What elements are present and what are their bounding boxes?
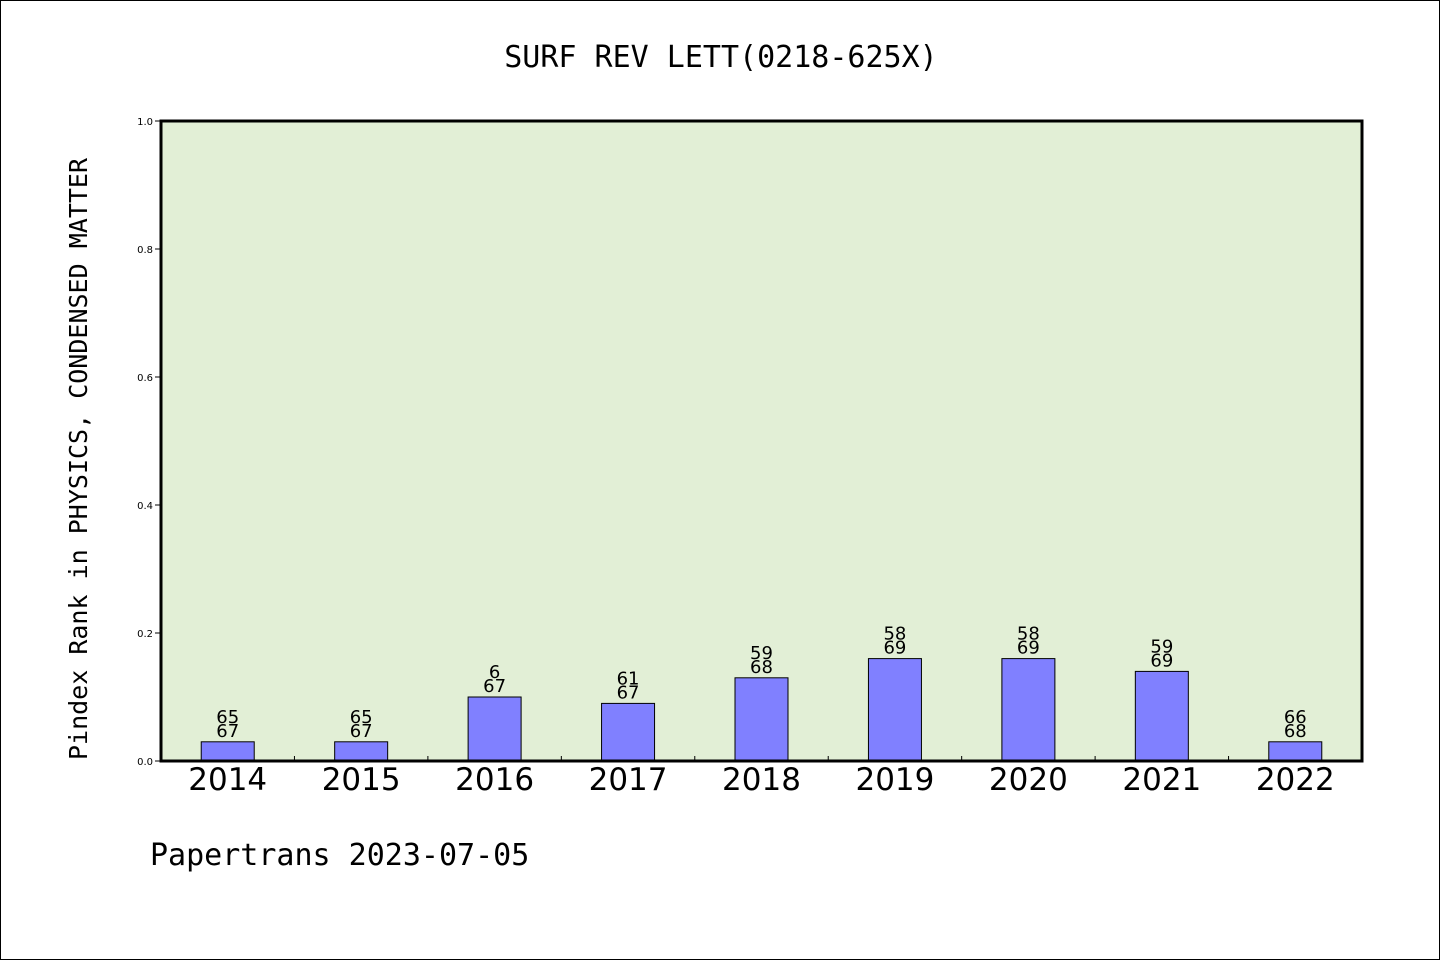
y-tick-label: 0.0 (137, 757, 153, 768)
bar-total-label: 68 (750, 657, 773, 678)
x-tick-label: 2020 (989, 762, 1068, 798)
y-tick-label: 0.6 (137, 373, 153, 384)
x-tick-label: 2021 (1122, 762, 1201, 798)
chart-title: SURF REV LETT(0218-625X) (504, 40, 937, 75)
y-tick-label: 0.4 (137, 501, 153, 512)
bar (200, 741, 255, 762)
bar (1268, 741, 1323, 762)
x-tick-label: 2018 (722, 762, 801, 798)
x-tick-label: 2022 (1256, 762, 1335, 798)
bar-rank-label: 65 (216, 707, 239, 728)
bar-total-label: 67 (216, 721, 239, 742)
bar-rank-label: 58 (883, 624, 906, 645)
y-axis: 0.0 0.2 0.4 0.6 0.8 1.0 (137, 117, 161, 768)
y-tick-label: 1.0 (137, 117, 153, 128)
bar (334, 741, 389, 762)
bar-total-label: 67 (350, 721, 373, 742)
bar-rank-label: 59 (750, 643, 773, 664)
bar-total-label: 69 (883, 638, 906, 659)
x-tick-label: 2015 (322, 762, 401, 798)
bars-group (200, 658, 1323, 762)
bar-rank-label: 66 (1284, 707, 1307, 728)
bar-rank-label: 6 (489, 662, 500, 683)
y-axis-label: Pindex Rank in PHYSICS, CONDENSED MATTER (64, 157, 93, 760)
bar-total-label: 69 (1150, 650, 1173, 671)
x-tick-label: 2019 (855, 762, 934, 798)
bar-total-label: 67 (617, 682, 640, 703)
bar (601, 702, 656, 762)
bar-rank-label: 58 (1017, 624, 1040, 645)
bar-total-label: 67 (483, 676, 506, 697)
x-axis: 2014 2015 2016 2017 2018 2019 2020 2021 2022 (188, 756, 1335, 798)
y-tick-label: 0.2 (137, 629, 153, 640)
bar (1001, 658, 1056, 762)
x-tick-label: 2014 (188, 762, 267, 798)
bar-total-label: 68 (1284, 721, 1307, 742)
plot-border (159, 119, 1364, 763)
bar (467, 696, 522, 762)
x-tick-label: 2017 (589, 762, 668, 798)
y-tick-label: 0.8 (137, 245, 153, 256)
bar-rank-label: 59 (1150, 636, 1173, 657)
footer-text: Papertrans 2023-07-05 (150, 838, 529, 873)
bar (1134, 670, 1189, 762)
plot-area (161, 121, 1362, 761)
bar (867, 658, 922, 762)
bar-rank-label: 61 (617, 668, 640, 689)
bar-rank-label: 65 (350, 707, 373, 728)
x-tick-label: 2016 (455, 762, 534, 798)
bar-total-label: 69 (1017, 638, 1040, 659)
bar (734, 677, 789, 762)
